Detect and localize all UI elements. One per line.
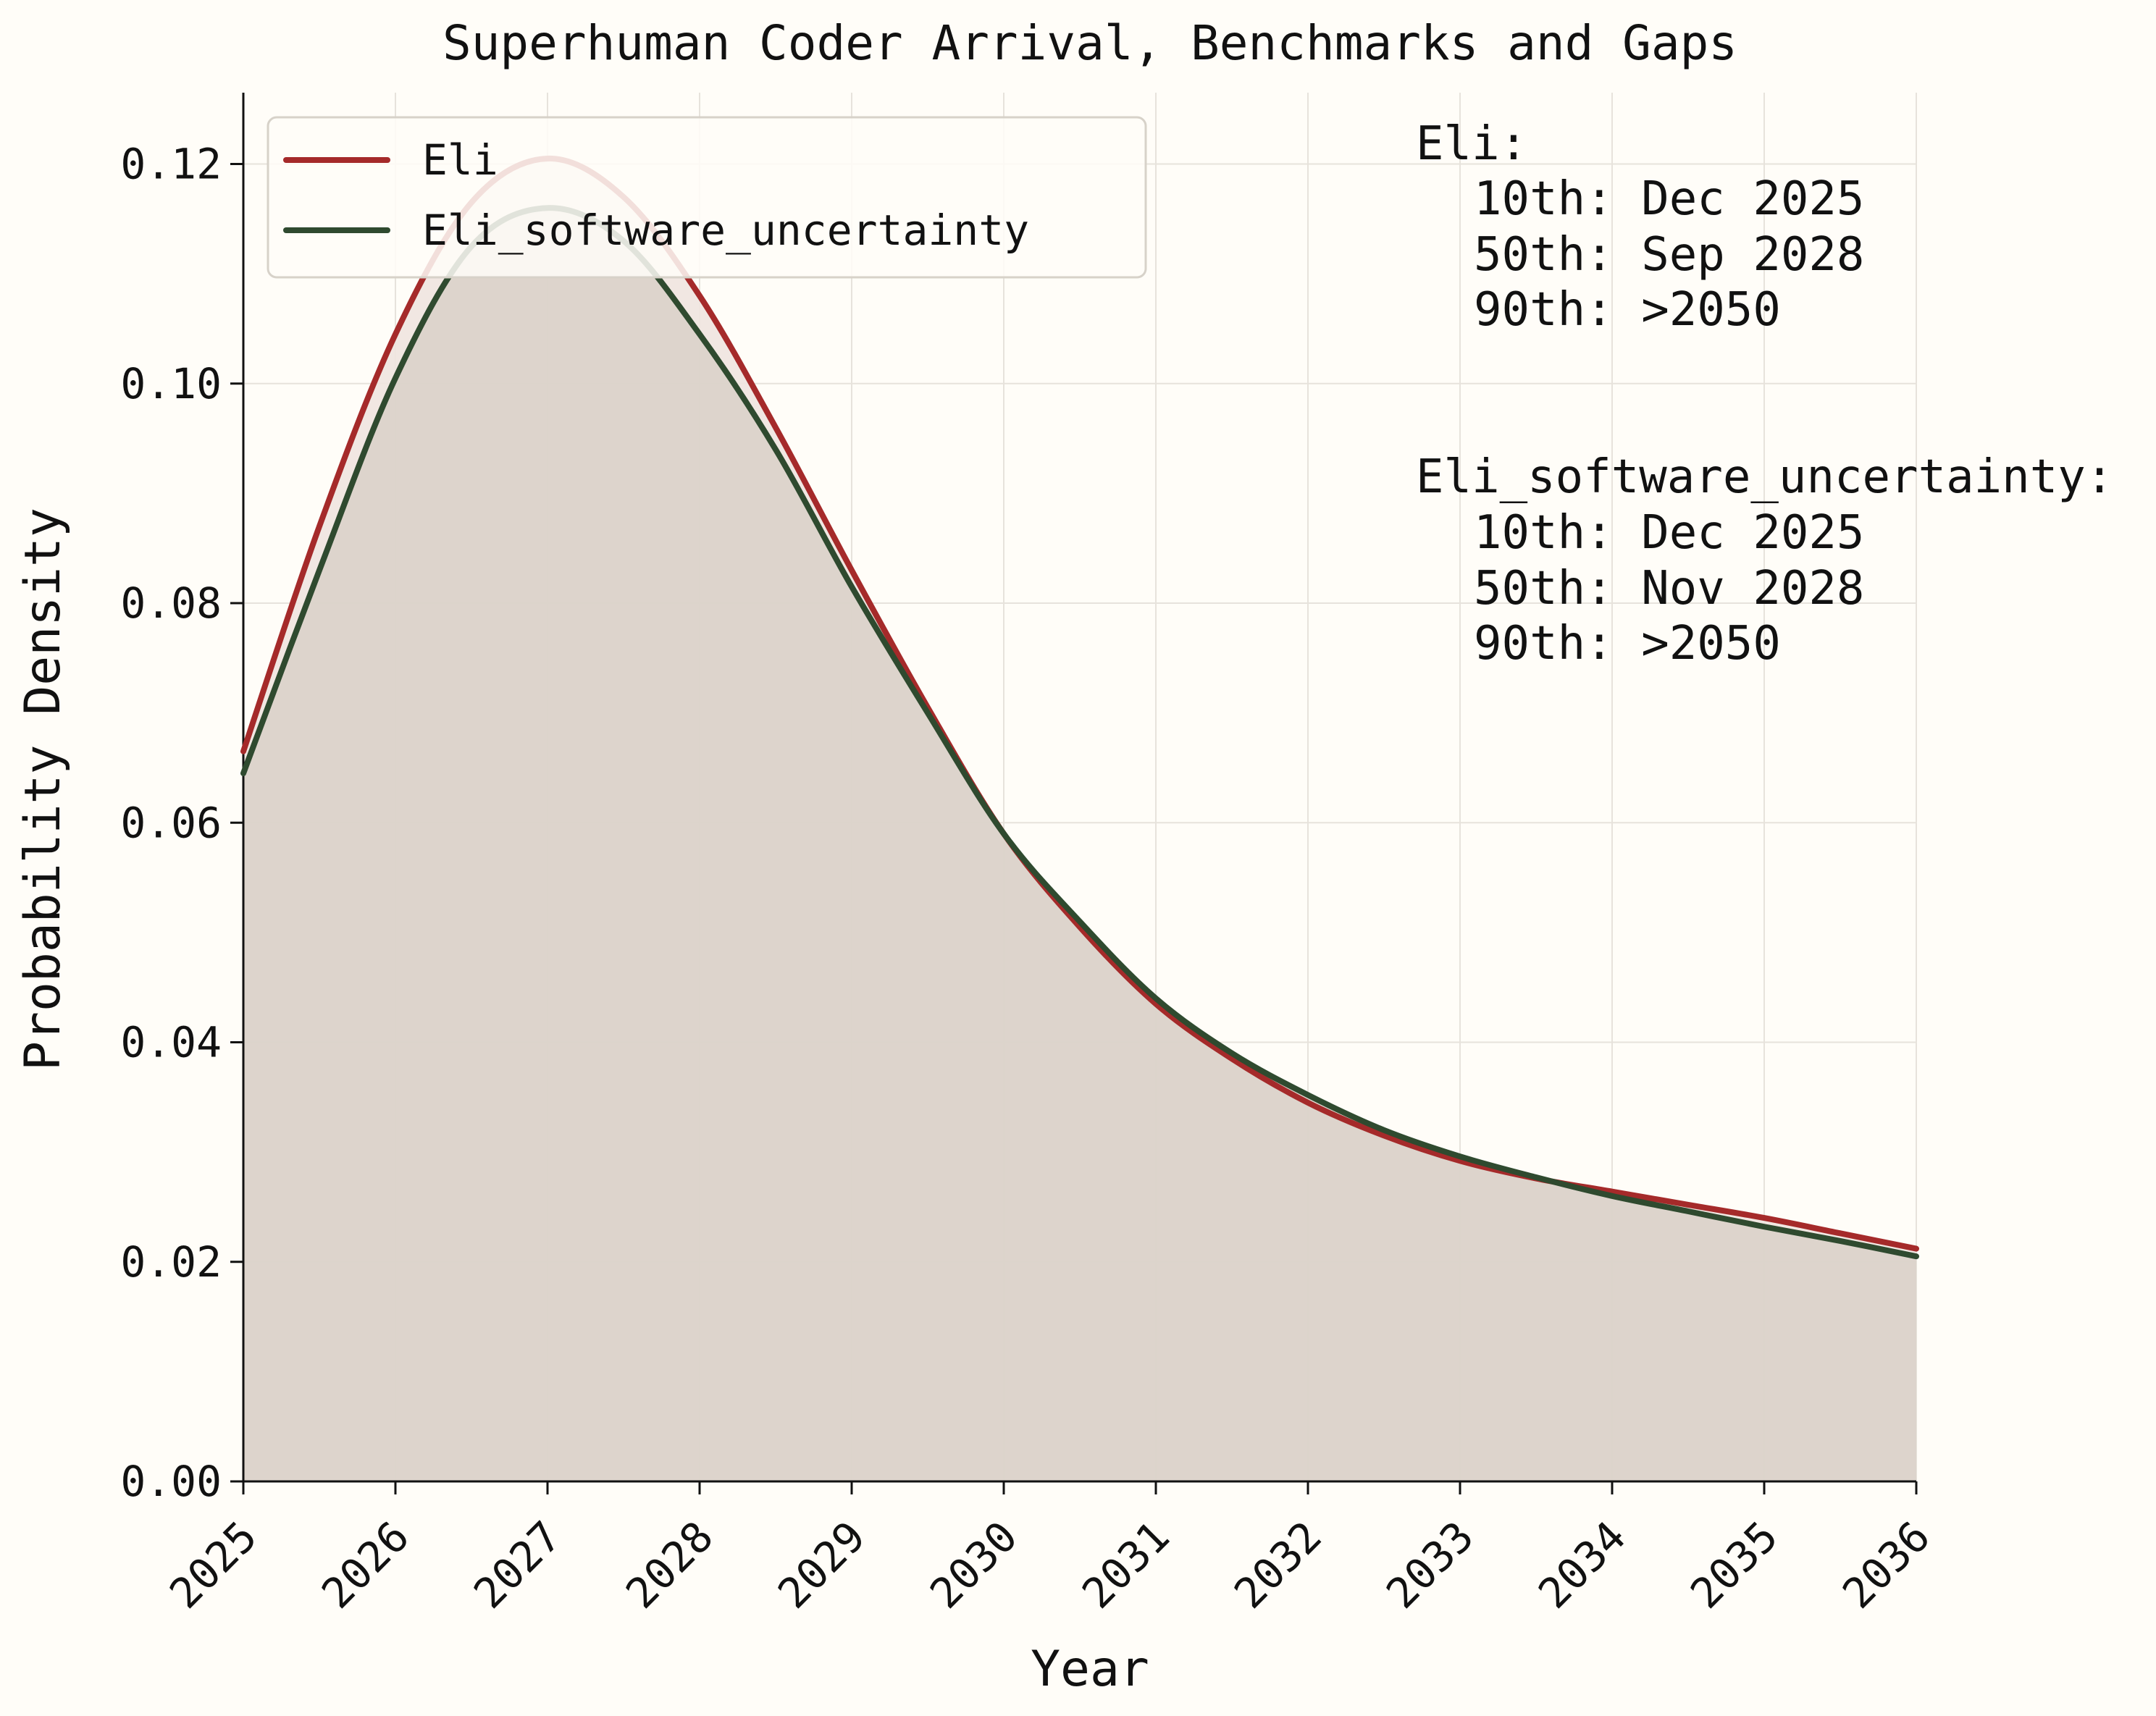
annotation-eli-software-uncertainty-90th: 90th: >2050	[1474, 617, 1781, 670]
x-tick-label: 2035	[1681, 1512, 1787, 1618]
legend-box	[267, 116, 1147, 279]
y-tick-label: 0.00	[120, 1457, 222, 1506]
y-tick-label: 0.06	[120, 798, 222, 847]
legend-label-eli-software-uncertainty: Eli_software_uncertainty	[422, 206, 1029, 255]
x-axis-label: Year	[1031, 1641, 1149, 1698]
annotation-eli-10th: 10th: Dec 2025	[1474, 172, 1864, 226]
area-eli-software-uncertainty	[243, 208, 1916, 1481]
x-tick-label: 2036	[1833, 1512, 1939, 1618]
annotation-eli-90th: 90th: >2050	[1474, 283, 1781, 337]
x-tick-label: 2034	[1529, 1512, 1635, 1618]
x-tick-label: 2028	[616, 1512, 723, 1618]
annotation-eli-software-uncertainty-header: Eli_software_uncertainty:	[1416, 450, 2113, 504]
y-tick-label: 0.08	[120, 579, 222, 628]
y-tick-label: 0.10	[120, 359, 222, 408]
annotation-eli-50th: 50th: Sep 2028	[1474, 228, 1864, 282]
y-tick-label: 0.04	[120, 1018, 222, 1067]
x-tick-label: 2032	[1225, 1512, 1331, 1618]
area-layer	[243, 158, 1916, 1482]
x-tick-label: 2030	[920, 1512, 1027, 1618]
chart-title: Superhuman Coder Arrival, Benchmarks and…	[442, 15, 1737, 71]
x-tick-label: 2029	[768, 1512, 875, 1618]
legend: Eli Eli_software_uncertainty	[267, 116, 1147, 279]
y-tick-label: 0.12	[120, 140, 222, 189]
axis-layer	[242, 93, 1916, 1483]
annotation-eli-software-uncertainty-50th: 50th: Nov 2028	[1474, 562, 1864, 615]
y-axis-label: Probability Density	[14, 508, 72, 1071]
annotation-eli-header: Eli:	[1416, 117, 1527, 171]
x-tick-label: 2027	[464, 1512, 571, 1618]
x-tick-label: 2025	[160, 1512, 267, 1618]
x-tick-label: 2033	[1377, 1512, 1483, 1618]
x-tick-label: 2026	[312, 1512, 419, 1618]
y-tick-label: 0.02	[120, 1237, 222, 1287]
annotation-eli-software-uncertainty-10th: 10th: Dec 2025	[1474, 506, 1864, 560]
legend-label-eli: Eli	[422, 135, 498, 185]
percentile-annotation: Eli: 10th: Dec 2025 50th: Sep 2028 90th:…	[1416, 117, 2113, 670]
x-tick-label: 2031	[1073, 1512, 1179, 1618]
